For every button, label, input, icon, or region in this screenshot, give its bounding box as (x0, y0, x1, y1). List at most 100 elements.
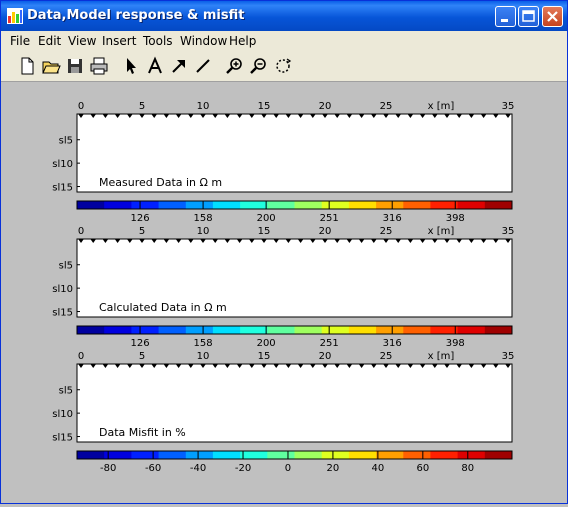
colorbar-segment (77, 201, 105, 209)
arrow-pointer-icon[interactable] (121, 56, 141, 76)
save-icon[interactable] (65, 56, 85, 76)
electrode-marker (151, 364, 157, 368)
electrode-marker (481, 114, 487, 118)
electrode-marker (407, 239, 413, 243)
electrode-marker (90, 239, 96, 243)
maximize-button[interactable] (518, 6, 539, 27)
figure-canvas: 0 5 10 15 20 25 35 x [m] sl5 sl10 sl15 Measured Dat… (52, 101, 515, 474)
text-insert-icon[interactable] (145, 56, 165, 76)
colorbar-segment (457, 326, 486, 334)
electrode-marker (432, 239, 438, 243)
electrode-marker (115, 114, 121, 118)
x-tick-label: 35 (502, 101, 515, 112)
open-folder-icon[interactable] (41, 56, 61, 76)
electrode-marker (334, 364, 340, 368)
electrode-marker (127, 364, 133, 368)
menu-window[interactable]: Window (180, 34, 228, 48)
x-tick-label: 25 (380, 226, 393, 237)
colorbar-segment (131, 451, 160, 459)
rotate-icon[interactable] (273, 56, 293, 76)
electrode-marker (395, 239, 401, 243)
colorbar-tick-label: 0 (285, 463, 291, 474)
menu-help[interactable]: Help (229, 34, 257, 48)
electrode-marker (493, 114, 499, 118)
colorbar-tick-label: 398 (446, 213, 465, 224)
electrode-marker (456, 239, 462, 243)
x-tick-label: 15 (258, 226, 271, 237)
line-insert-icon[interactable] (193, 56, 213, 76)
zoom-out-icon[interactable] (249, 56, 269, 76)
menu-file[interactable]: File (10, 34, 31, 48)
chart-title: Measured Data in Ω m (99, 176, 222, 189)
electrode-marker (334, 114, 340, 118)
colorbar-tick-label: 126 (130, 338, 149, 349)
electrode-marker (346, 239, 352, 243)
new-file-icon[interactable] (17, 56, 37, 76)
x-tick-label: 5 (139, 226, 145, 237)
colorbar-segment (348, 451, 377, 459)
electrode-marker (468, 114, 474, 118)
colorbar-tick-label: 20 (327, 463, 340, 474)
electrode-marker (115, 239, 121, 243)
x-axis-label: x [m] (428, 351, 455, 362)
colorbar-tick-label: 60 (416, 463, 429, 474)
electrode-marker (420, 239, 426, 243)
electrode-marker (224, 364, 230, 368)
arrow-insert-icon[interactable] (169, 56, 189, 76)
colorbar-segment (403, 451, 431, 459)
colorbar-segment (294, 451, 323, 459)
menu-edit[interactable]: Edit (38, 34, 62, 48)
electrode-marker (444, 114, 450, 118)
electrode-marker (371, 239, 377, 243)
electrode-marker (224, 239, 230, 243)
electrode-marker (310, 239, 316, 243)
title-bar[interactable]: Data,Model response & misfit (1, 1, 567, 31)
electrode-marker (285, 364, 291, 368)
zoom-in-icon[interactable] (225, 56, 245, 76)
minimize-button[interactable] (495, 6, 516, 27)
x-tick-label: 15 (258, 101, 271, 112)
electrode-marker (102, 114, 108, 118)
colorbar-tick-label: -60 (145, 463, 161, 474)
x-tick-label: 0 (78, 351, 84, 362)
colorbar-segment (104, 326, 132, 334)
electrode-marker (90, 364, 96, 368)
x-tick-label: 10 (197, 351, 210, 362)
electrode-marker (176, 239, 182, 243)
colorbar-tick-label: 40 (372, 463, 385, 474)
print-icon[interactable] (89, 56, 109, 76)
menu-insert[interactable]: Insert (102, 34, 137, 48)
colorbar-segment (348, 326, 377, 334)
minimize-icon (501, 19, 508, 22)
electrode-marker (188, 239, 194, 243)
electrode-marker (115, 364, 121, 368)
electrode-marker (176, 364, 182, 368)
colorbar-segment (321, 326, 350, 334)
plot-area (76, 238, 513, 318)
colorbar-tick-label: -80 (100, 463, 116, 474)
chart-panel-2: 0 5 10 15 20 25 35 x [m] sl5 sl10 sl15 Calculated D… (52, 226, 514, 349)
close-button[interactable] (542, 6, 563, 27)
electrode-marker (151, 239, 157, 243)
y-tick-label: sl10 (52, 284, 73, 295)
colorbar-segment (484, 201, 513, 209)
toolbar (1, 51, 567, 82)
x-tick-label: 20 (319, 101, 332, 112)
colorbar-segment (212, 201, 241, 209)
menu-view[interactable]: View (68, 34, 97, 48)
menu-tools[interactable]: Tools (143, 34, 173, 48)
colorbar-segment (240, 201, 268, 209)
electrode-marker (481, 239, 487, 243)
x-tick-label: 35 (502, 351, 515, 362)
y-tick-label: sl5 (59, 136, 73, 147)
electrode-marker (127, 239, 133, 243)
colorbar-tick-label: 316 (383, 338, 402, 349)
colorbar-tick-label: 251 (320, 338, 339, 349)
electrode-marker (456, 114, 462, 118)
electrode-marker (298, 364, 304, 368)
electrode-marker (237, 239, 243, 243)
maximize-icon (522, 10, 535, 22)
electrode-marker (237, 114, 243, 118)
electrode-marker (285, 239, 291, 243)
electrode-marker (212, 114, 218, 118)
